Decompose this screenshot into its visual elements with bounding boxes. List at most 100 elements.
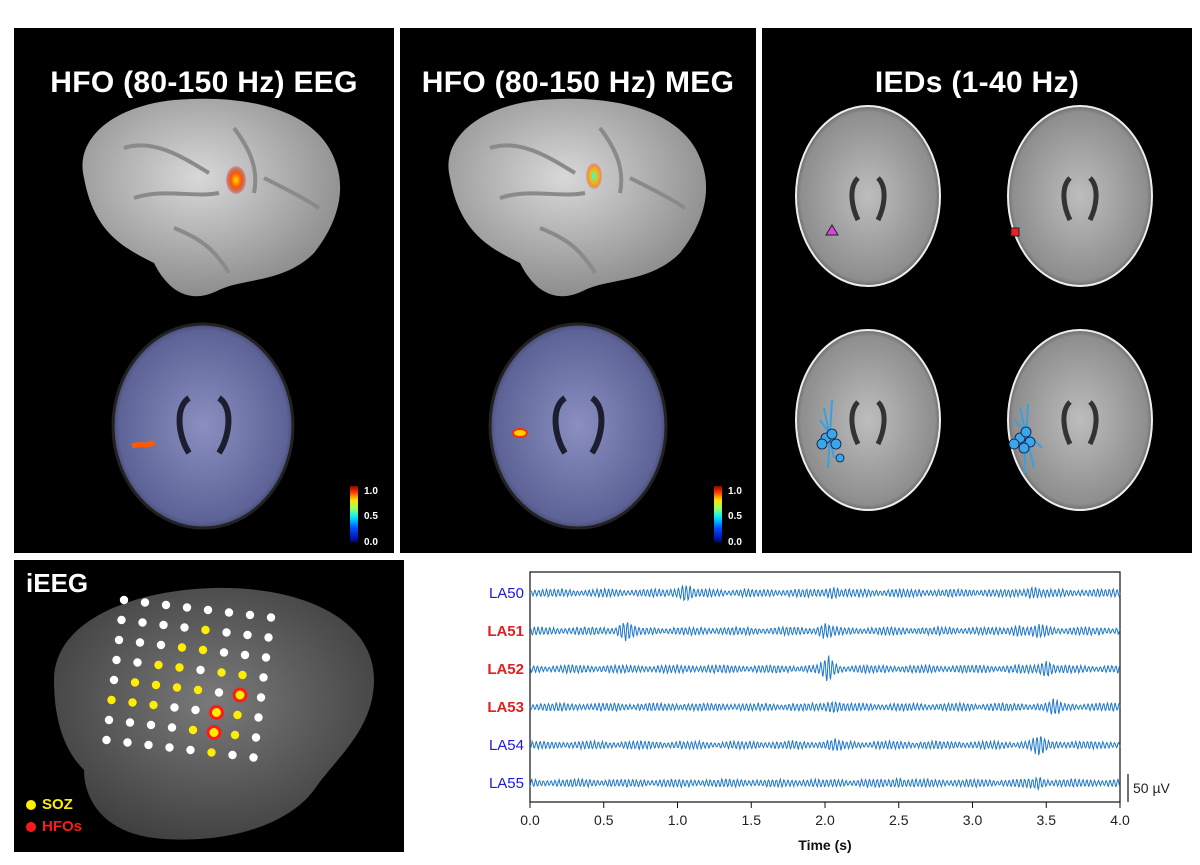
electrode <box>165 743 174 752</box>
electrode <box>123 738 132 747</box>
ieeg-figure <box>54 587 374 840</box>
soz-label: SOZ <box>42 796 73 813</box>
colorbar-mid: 0.5 <box>364 511 378 522</box>
hfo-source <box>131 439 156 449</box>
ied-mri-bottom-left <box>795 329 941 511</box>
electrode <box>256 693 266 702</box>
electrode-hfo <box>206 725 222 740</box>
electrode-soz <box>172 683 182 692</box>
triangle-marker <box>825 224 839 236</box>
x-tick-label: 0.0 <box>520 812 540 828</box>
trace-la53 <box>529 698 1121 715</box>
legend-hfos: HFOs <box>26 818 82 835</box>
electrode <box>240 650 250 660</box>
electrode <box>119 595 129 605</box>
ied-figure <box>795 105 1153 511</box>
electrode <box>112 655 121 665</box>
electrode <box>170 703 179 712</box>
axial-mri <box>488 322 668 530</box>
colorbar-max: 1.0 <box>728 486 742 497</box>
electrode <box>159 620 168 630</box>
trace-la55 <box>529 776 1121 792</box>
channel-label: LA55 <box>489 775 524 792</box>
trace-la51 <box>529 621 1121 642</box>
colorbar <box>714 486 722 542</box>
x-tick-label: 1.0 <box>668 812 688 828</box>
electrode <box>243 630 252 640</box>
eeg-figure: 1.0 0.5 0.0 <box>82 98 378 548</box>
electrode <box>264 633 273 642</box>
hfos-label: HFOs <box>42 818 83 835</box>
trace-la50 <box>529 584 1121 602</box>
electrode <box>182 603 192 612</box>
electrode <box>138 618 147 627</box>
channel-label: LA50 <box>489 585 524 602</box>
x-tick-label: 3.5 <box>1037 812 1057 828</box>
electrode <box>196 665 205 675</box>
hfo-source <box>512 428 528 438</box>
colorbar <box>350 486 358 542</box>
colorbar-min: 0.0 <box>364 537 378 548</box>
hfo-dot-icon <box>26 821 36 832</box>
electrode <box>191 705 200 715</box>
axial-mri <box>111 322 295 530</box>
electrode-hfo <box>232 687 248 703</box>
electrode-soz <box>193 685 203 695</box>
electrode <box>125 718 135 727</box>
electrode <box>146 720 156 730</box>
brain-surface <box>448 98 707 297</box>
electrode <box>222 628 231 637</box>
electrode <box>114 635 124 645</box>
electrode <box>219 648 229 657</box>
electrode-soz <box>233 710 242 720</box>
electrode-soz <box>230 730 240 740</box>
meg-panel-title: HFO (80-150 Hz) MEG <box>421 66 735 99</box>
ied-mri-top-left <box>795 105 941 287</box>
electrode <box>102 735 111 745</box>
electrode <box>135 638 145 647</box>
x-tick-label: 4.0 <box>1110 812 1130 828</box>
electrode <box>245 610 255 620</box>
eeg-panel-title: HFO (80-150 Hz) EEG <box>50 66 358 99</box>
ieeg-panel: iEEG SOZ HFOs <box>14 560 404 852</box>
ied-mri-bottom-right <box>1007 329 1153 511</box>
electrode-soz <box>107 695 116 705</box>
x-tick-label: 3.0 <box>963 812 983 828</box>
electrode <box>261 653 271 662</box>
scale-bar-label: 50 µV <box>1133 780 1171 796</box>
electrode <box>117 615 126 625</box>
x-axis-title: Time (s) <box>798 837 851 853</box>
electrode-soz <box>149 700 158 710</box>
channel-label: LA53 <box>487 699 524 716</box>
trace-svg: LA50 LA51 LA52 LA53 LA54 LA55 0.0 0.5 1.0 1.5 2.0 2… <box>487 571 1171 853</box>
ied-panel: IEDs (1-40 Hz) <box>762 28 1192 553</box>
electrode <box>180 623 189 632</box>
electrode <box>251 733 261 742</box>
electrode <box>254 713 263 722</box>
x-tick-label: 0.5 <box>594 812 614 828</box>
electrode <box>266 613 276 622</box>
plot-frame <box>529 571 1121 803</box>
electrode-soz <box>128 698 137 707</box>
electrode <box>167 723 177 732</box>
electrode-soz <box>130 678 140 687</box>
electrode-grid <box>102 595 276 762</box>
trace-la52 <box>529 654 1121 682</box>
colorbar-min: 0.0 <box>728 537 742 548</box>
electrode-soz <box>198 645 208 655</box>
channel-label: LA54 <box>489 737 524 754</box>
x-tick-label: 1.5 <box>742 812 762 828</box>
ieeg-trace-chart: LA50 LA51 LA52 LA53 LA54 LA55 0.0 0.5 1.0 1.5 2.0 2… <box>460 560 1200 860</box>
electrode <box>259 673 268 682</box>
electrode <box>144 740 153 750</box>
x-tick-label: 2.0 <box>815 812 835 828</box>
electrode <box>133 658 142 667</box>
electrode-soz <box>188 725 198 735</box>
electrode-soz <box>154 660 163 670</box>
meg-panel: HFO (80-150 Hz) MEG 1.0 0 <box>400 28 756 553</box>
colorbar-mid: 0.5 <box>728 511 742 522</box>
electrode-soz <box>151 680 161 690</box>
electrode-soz <box>207 748 216 757</box>
brain-surface <box>82 98 341 297</box>
electrode-soz <box>177 643 187 652</box>
